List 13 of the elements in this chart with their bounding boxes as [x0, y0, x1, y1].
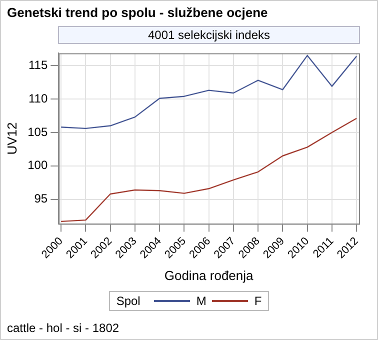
legend-label: M	[196, 294, 206, 308]
legend-label: F	[254, 294, 262, 308]
y-tick-label: 110	[28, 91, 48, 106]
chart-subtitle: 4001 selekcijski indeks	[58, 26, 360, 44]
y-tick-label: 105	[28, 124, 48, 139]
x-axis-title: Godina rođenja	[164, 268, 254, 283]
y-axis-title: UV12	[4, 122, 20, 155]
y-tick-label: 95	[34, 192, 48, 206]
y-tick-label: 115	[28, 58, 48, 72]
y-tick-label: 100	[28, 158, 48, 172]
text: cattle - hol - si - 1802	[7, 321, 120, 335]
legend-title: Spol	[116, 294, 140, 308]
chart-title: Genetski trend po spolu - službene ocjene	[7, 5, 268, 20]
